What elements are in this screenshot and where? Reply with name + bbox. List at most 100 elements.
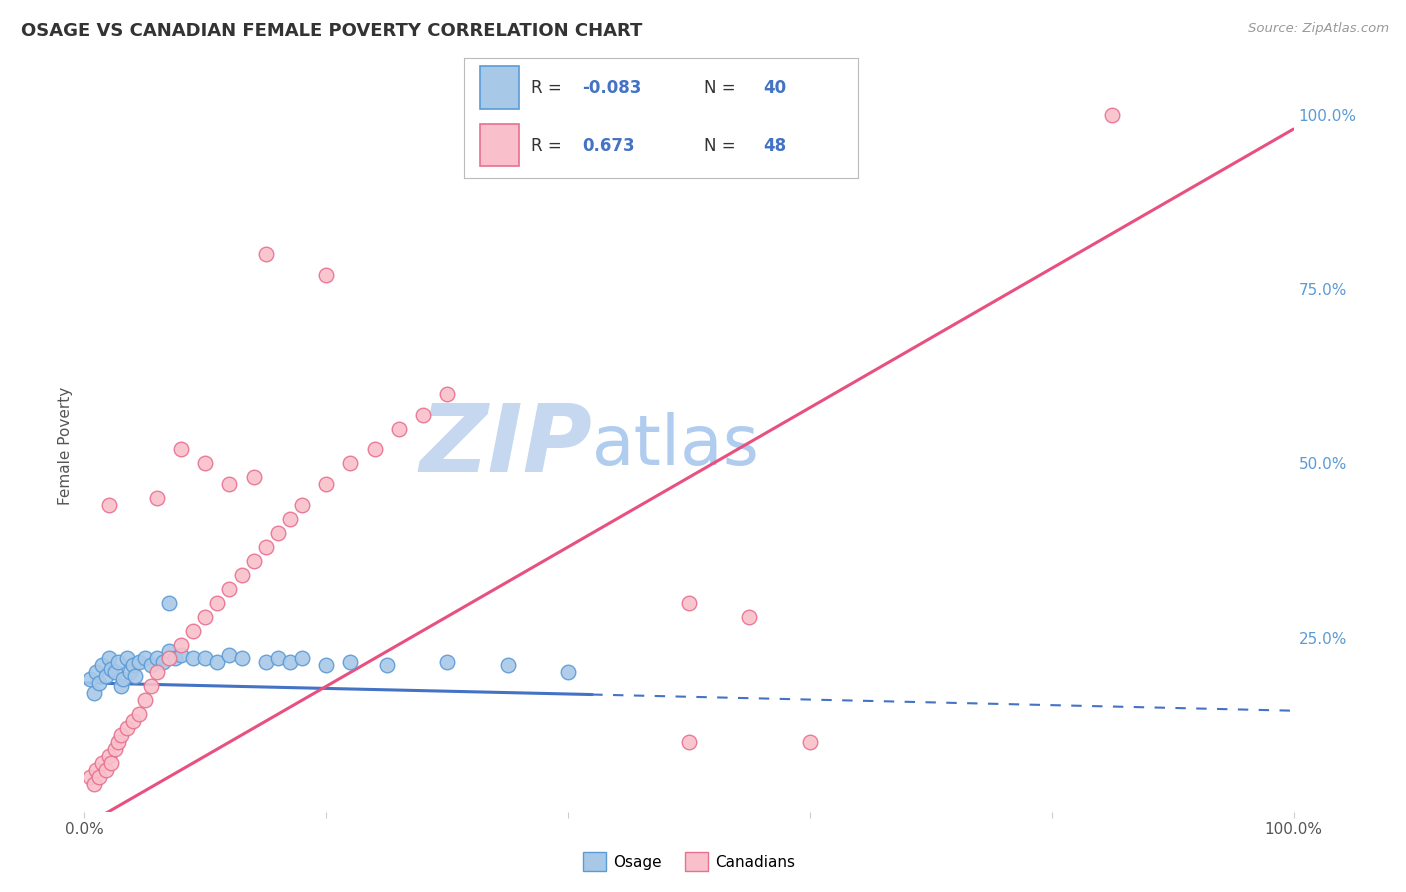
Point — [128, 655, 150, 669]
Point — [1101, 108, 1123, 122]
Point — [94, 669, 117, 683]
Point — [194, 457, 217, 471]
Point — [170, 442, 193, 457]
Point — [104, 665, 127, 680]
Point — [100, 756, 122, 770]
Point — [110, 679, 132, 693]
Point — [97, 651, 120, 665]
Point — [146, 665, 169, 680]
Point — [315, 477, 337, 491]
Text: R =: R = — [531, 136, 572, 155]
Point — [87, 676, 110, 690]
Point — [267, 651, 290, 665]
Point — [94, 763, 117, 777]
Point — [170, 638, 193, 652]
Point — [139, 658, 162, 673]
Point — [107, 735, 129, 749]
Point — [254, 655, 277, 669]
Point — [134, 693, 156, 707]
Point — [194, 609, 217, 624]
Point — [267, 526, 290, 541]
Point — [91, 756, 114, 770]
Point — [218, 582, 240, 596]
Text: 40: 40 — [763, 79, 786, 97]
Point — [120, 665, 142, 680]
Point — [86, 763, 108, 777]
Point — [242, 470, 264, 484]
Point — [100, 662, 122, 676]
Point — [363, 442, 385, 457]
Text: 48: 48 — [763, 136, 786, 155]
Point — [278, 512, 301, 526]
Point — [157, 644, 180, 658]
Point — [799, 735, 821, 749]
Point — [557, 665, 579, 680]
Point — [91, 658, 114, 673]
Y-axis label: Female Poverty: Female Poverty — [58, 387, 73, 505]
Point — [134, 651, 156, 665]
Point — [388, 421, 411, 435]
Point — [254, 540, 277, 554]
Text: OSAGE VS CANADIAN FEMALE POVERTY CORRELATION CHART: OSAGE VS CANADIAN FEMALE POVERTY CORRELA… — [21, 22, 643, 40]
Point — [218, 477, 240, 491]
Point — [79, 770, 101, 784]
Point — [231, 651, 253, 665]
Point — [152, 655, 174, 669]
Point — [231, 567, 253, 582]
Point — [146, 491, 169, 506]
Text: Source: ZipAtlas.com: Source: ZipAtlas.com — [1249, 22, 1389, 36]
Point — [121, 714, 143, 728]
Point — [207, 655, 229, 669]
Point — [436, 655, 458, 669]
Text: R =: R = — [531, 79, 567, 97]
Text: 0.673: 0.673 — [582, 136, 634, 155]
Point — [128, 707, 150, 722]
Point — [181, 624, 204, 638]
Point — [110, 728, 132, 742]
Text: ZIP: ZIP — [419, 400, 592, 492]
Text: -0.083: -0.083 — [582, 79, 641, 97]
Point — [107, 655, 129, 669]
Text: N =: N = — [704, 79, 741, 97]
Point — [115, 721, 138, 735]
Point — [315, 268, 337, 283]
Point — [496, 658, 519, 673]
Point — [218, 648, 240, 662]
Point — [146, 651, 169, 665]
Point — [165, 651, 187, 665]
Point — [375, 658, 398, 673]
Point — [79, 673, 101, 687]
Point — [157, 596, 180, 610]
Text: atlas: atlas — [592, 412, 761, 480]
Point — [139, 679, 162, 693]
Point — [278, 655, 301, 669]
Point — [181, 651, 204, 665]
Point — [291, 498, 314, 512]
Point — [436, 386, 458, 401]
Point — [315, 658, 337, 673]
Text: N =: N = — [704, 136, 741, 155]
Point — [97, 749, 120, 764]
Point — [83, 686, 105, 700]
Point — [112, 673, 135, 687]
Bar — [479, 124, 519, 166]
Point — [207, 596, 229, 610]
Bar — [479, 66, 519, 109]
Point — [339, 655, 361, 669]
Point — [412, 408, 434, 422]
Point — [242, 554, 264, 568]
Point — [87, 770, 110, 784]
Point — [86, 665, 108, 680]
Point — [104, 742, 127, 756]
Point — [678, 735, 700, 749]
Point — [678, 596, 700, 610]
Point — [121, 658, 143, 673]
Point — [124, 669, 146, 683]
Point — [83, 777, 105, 791]
Point — [254, 247, 277, 261]
Point — [194, 651, 217, 665]
Point — [115, 651, 138, 665]
Point — [170, 648, 193, 662]
Point — [97, 498, 120, 512]
Point — [157, 651, 180, 665]
